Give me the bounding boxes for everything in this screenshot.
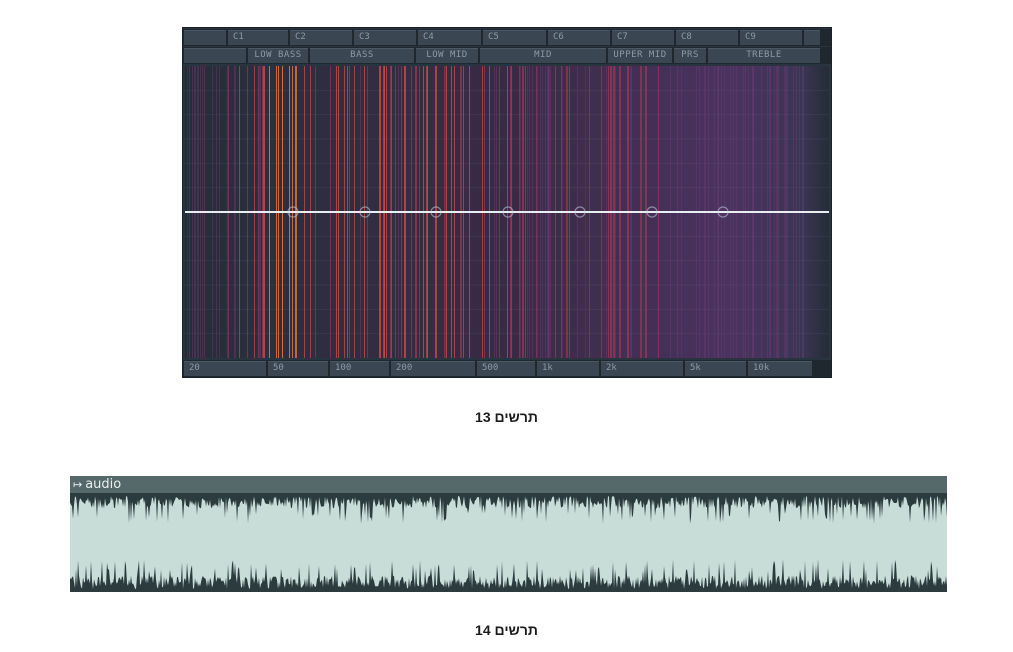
eq-band-handle [717,206,729,218]
freq-cell: 2k [601,361,683,376]
band-ruler: LOW BASS BASS LOW MID MID UPPER MID PRS … [183,47,831,64]
eq-band-handle [574,206,586,218]
freq-cell: 1k [537,361,599,376]
note-cell: C2 [290,30,352,45]
play-arrow-icon[interactable]: ↦ [73,478,83,491]
freq-cell: 10k [748,361,812,376]
clip-label: audio [85,477,122,492]
note-cell: C1 [228,30,288,45]
spectrum-bars [185,66,829,358]
freq-cell: 100 [330,361,389,376]
band-cell: MID [480,48,606,63]
eq-band-handle [646,206,658,218]
band-cell: TREBLE [708,48,820,63]
note-cell: C9 [740,30,802,45]
audio-clip[interactable]: ↦ audio [70,476,947,592]
figure-14-caption: תרשים 14 [475,622,538,638]
note-cell [804,30,820,45]
freq-cell: 500 [477,361,535,376]
note-cell [184,30,226,45]
waveform-channel [70,559,947,592]
freq-cell: 20 [184,361,266,376]
note-cell: C5 [483,30,546,45]
audio-waveform [70,493,947,592]
note-cell: C8 [676,30,738,45]
waveform-channel [70,493,947,524]
frequency-ruler: 20 50 100 200 500 1k 2k 5k 10k [183,360,831,377]
eq-band-handle [359,206,371,218]
band-cell: LOW MID [416,48,478,63]
freq-cell: 50 [268,361,328,376]
freq-cell: 200 [391,361,475,376]
note-ruler: C1 C2 C3 C4 C5 C6 C7 C8 C9 [183,29,831,46]
band-cell: PRS [674,48,706,63]
freq-cell: 5k [685,361,746,376]
note-cell: C7 [612,30,674,45]
eq-band-handle [430,206,442,218]
band-cell: LOW BASS [248,48,308,63]
note-cell: C6 [548,30,610,45]
band-cell: BASS [310,48,414,63]
note-cell: C4 [418,30,481,45]
spectrum-plot [185,66,829,358]
spectrum-analyzer: C1 C2 C3 C4 C5 C6 C7 C8 C9 LOW BASS BASS… [182,27,832,378]
eq-band-handle [502,206,514,218]
eq-band-handle [287,206,299,218]
band-cell: UPPER MID [608,48,672,63]
note-cell: C3 [354,30,416,45]
figure-13-caption: תרשים 13 [475,409,538,425]
band-cell [184,48,246,63]
clip-header[interactable]: ↦ audio [70,476,947,493]
